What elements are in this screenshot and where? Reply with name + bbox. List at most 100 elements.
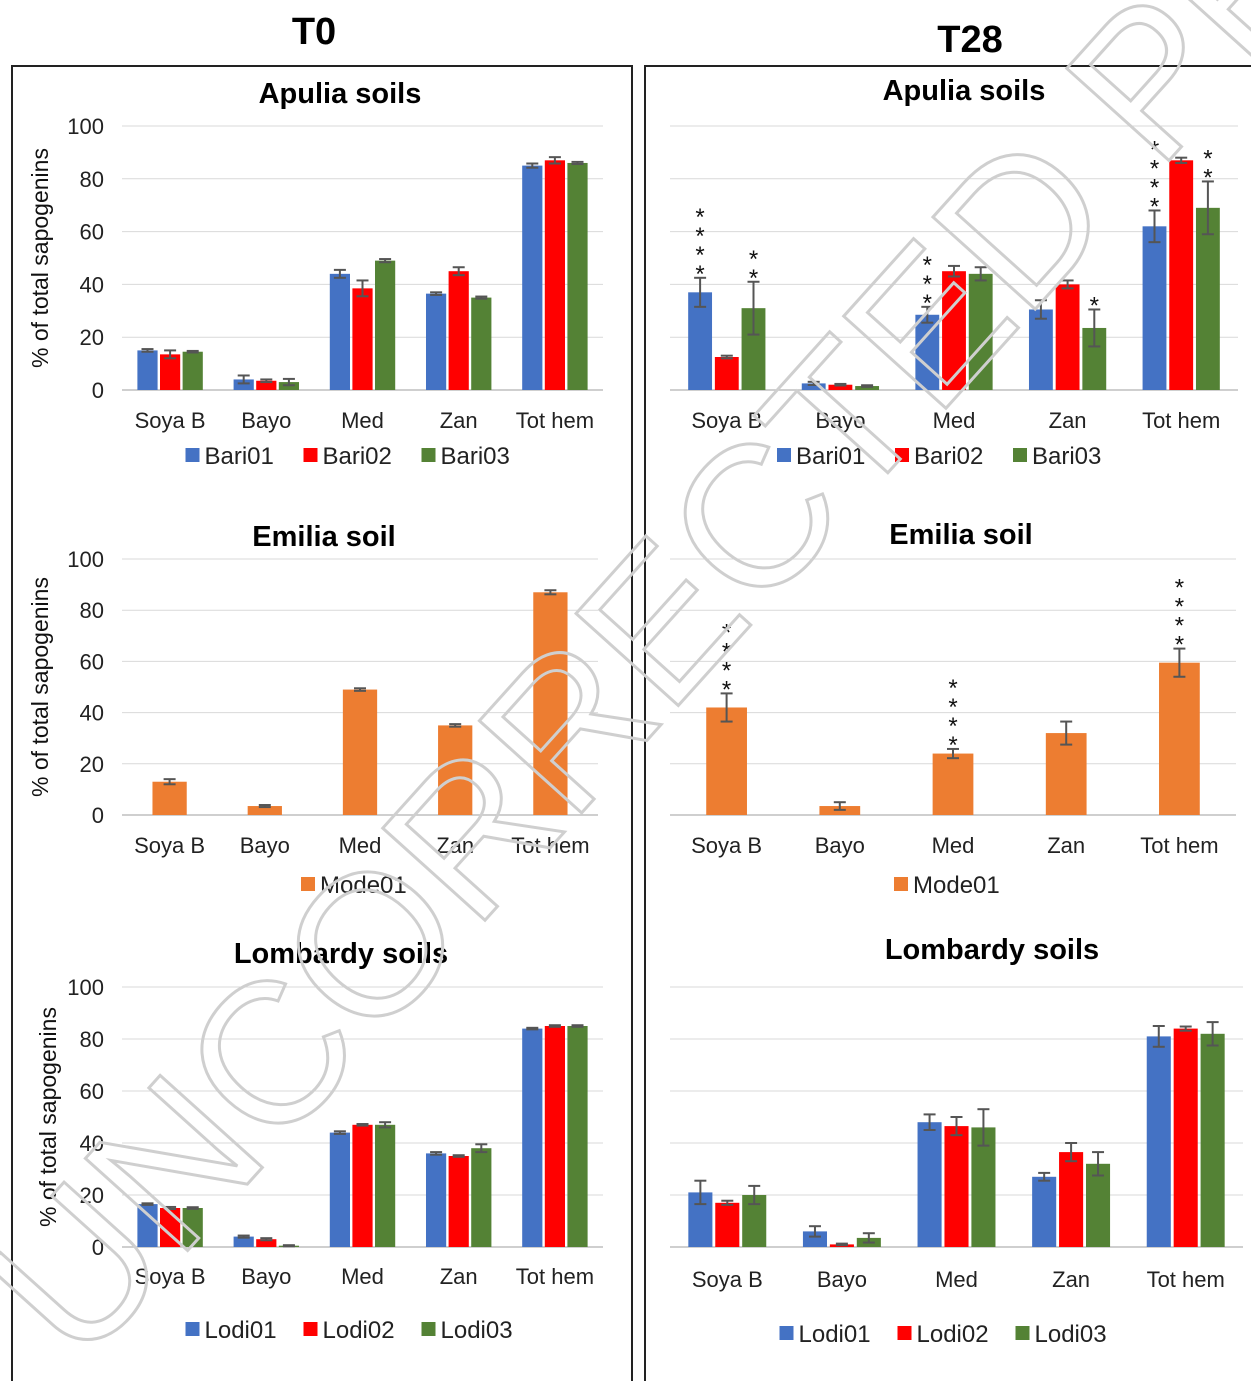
legend-swatch [303,448,318,462]
category-label: Soya B [691,408,762,433]
category-label: Med [932,833,975,858]
category-label: Med [341,408,384,433]
bar-bari02 [448,271,469,390]
y-tick-label: 60 [80,649,104,674]
category-label: Bayo [815,833,865,858]
bar-mode01 [247,806,282,815]
bar-mode01 [932,753,974,815]
bar-lodi01 [233,1236,254,1247]
bar-lodi01 [425,1153,447,1247]
legend-label: Lodi01 [205,1317,277,1344]
y-tick-label: 0 [92,1235,104,1260]
bar-lodi01 [329,1132,350,1247]
legend-swatch [303,1322,318,1336]
bar-bari01 [137,350,158,390]
significance-annotation: * * [749,246,758,292]
category-label: Zan [1049,408,1087,433]
bar-lodi01 [802,1231,828,1247]
bar-bari01 [801,383,826,390]
bar-mode01 [342,689,378,815]
category-label: Bayo [241,408,291,433]
bar-bari02 [352,288,373,390]
legend-label: Lodi02 [917,1321,989,1348]
y-tick-label: 100 [67,114,104,139]
legend-swatch [777,448,791,462]
significance-annotation: * * * * [695,204,704,288]
legend-swatch [421,448,436,462]
category-label: Tot hem [516,408,594,433]
significance-annotation: * * * [923,252,932,317]
bar-bari01 [425,293,447,390]
bar-bari02 [942,271,966,390]
significance-annotation: * [1090,292,1099,319]
legend-swatch [895,448,909,462]
y-tick-label: 20 [80,1183,104,1208]
bar-bari01 [1028,309,1053,390]
chart-2: Emilia soil 0 20 40 60 80 100 % of total sapoge… [27,521,598,899]
bar-bari02 [256,380,277,390]
bar-bari03 [471,297,492,390]
legend-label: Mode01 [913,872,1000,899]
bar-lodi03 [1085,1163,1111,1247]
y-tick-label: 20 [80,325,104,350]
bar-bari03 [182,351,203,390]
legend-label: Lodi02 [323,1317,395,1344]
bar-bari02 [1055,284,1080,390]
legend-label: Bari02 [323,443,392,470]
bar-lodi01 [1146,1036,1171,1247]
bar-bari01 [522,165,543,390]
chart-title: Apulia soils [259,78,422,110]
bar-lodi02 [1059,1152,1084,1247]
legend-label: Bari01 [205,443,274,470]
chart-title: Emilia soil [889,519,1032,551]
bar-lodi01 [917,1122,942,1247]
y-tick-label: 40 [80,272,104,297]
column-title-t0: T0 [292,11,336,53]
category-label: Tot hem [1140,833,1218,858]
legend-swatch [185,1322,200,1336]
legend-label: Mode01 [320,872,407,899]
bar-bari03 [1082,327,1107,390]
category-label: Bayo [240,833,290,858]
significance-annotation: * * * * [722,619,731,703]
bar-lodi03 [375,1124,396,1247]
y-tick-label: 80 [80,167,104,192]
legend-label: Lodi01 [799,1321,871,1348]
y-tick-label: 20 [80,752,104,777]
y-tick-label: 40 [80,701,104,726]
bar-lodi02 [715,1202,740,1247]
category-label: Zan [1047,833,1085,858]
charts-group: Apulia soils 0 20 40 60 80 100 % of total sapog… [27,75,1243,1348]
bar-bari02 [714,357,739,390]
category-label: Med [933,408,976,433]
y-tick-label: 0 [92,378,104,403]
y-axis-label: % of total sapogenins [27,148,53,368]
bar-lodi01 [522,1028,543,1247]
y-tick-label: 80 [80,598,104,623]
bar-bari02 [159,354,181,390]
y-tick-label: 80 [80,1027,104,1052]
category-label: Tot hem [1147,1267,1225,1292]
bar-mode01 [533,592,568,815]
bar-lodi03 [471,1148,492,1247]
bar-lodi03 [971,1127,996,1247]
bar-bari03 [567,162,588,390]
category-label: Zan [440,408,478,433]
legend-swatch [894,877,908,891]
chart-5: Lombardy soils Soya B Bayo Med Zan Tot hem Lod… [670,934,1243,1348]
bar-bari03 [855,386,880,390]
category-label: Med [339,833,382,858]
legend-swatch [779,1326,794,1340]
y-tick-label: 100 [67,547,104,572]
category-label: Zan [1052,1267,1090,1292]
category-label: Med [935,1267,978,1292]
category-label: Soya B [691,833,762,858]
bar-lodi02 [448,1156,469,1247]
bar-lodi02 [256,1239,277,1247]
chart-title: Emilia soil [252,521,395,553]
category-label: Bayo [817,1267,867,1292]
bar-bari02 [544,160,566,390]
bar-bari03 [375,260,396,390]
y-axis-label: % of total sapogenins [35,1007,61,1227]
category-label: Tot hem [1142,408,1220,433]
